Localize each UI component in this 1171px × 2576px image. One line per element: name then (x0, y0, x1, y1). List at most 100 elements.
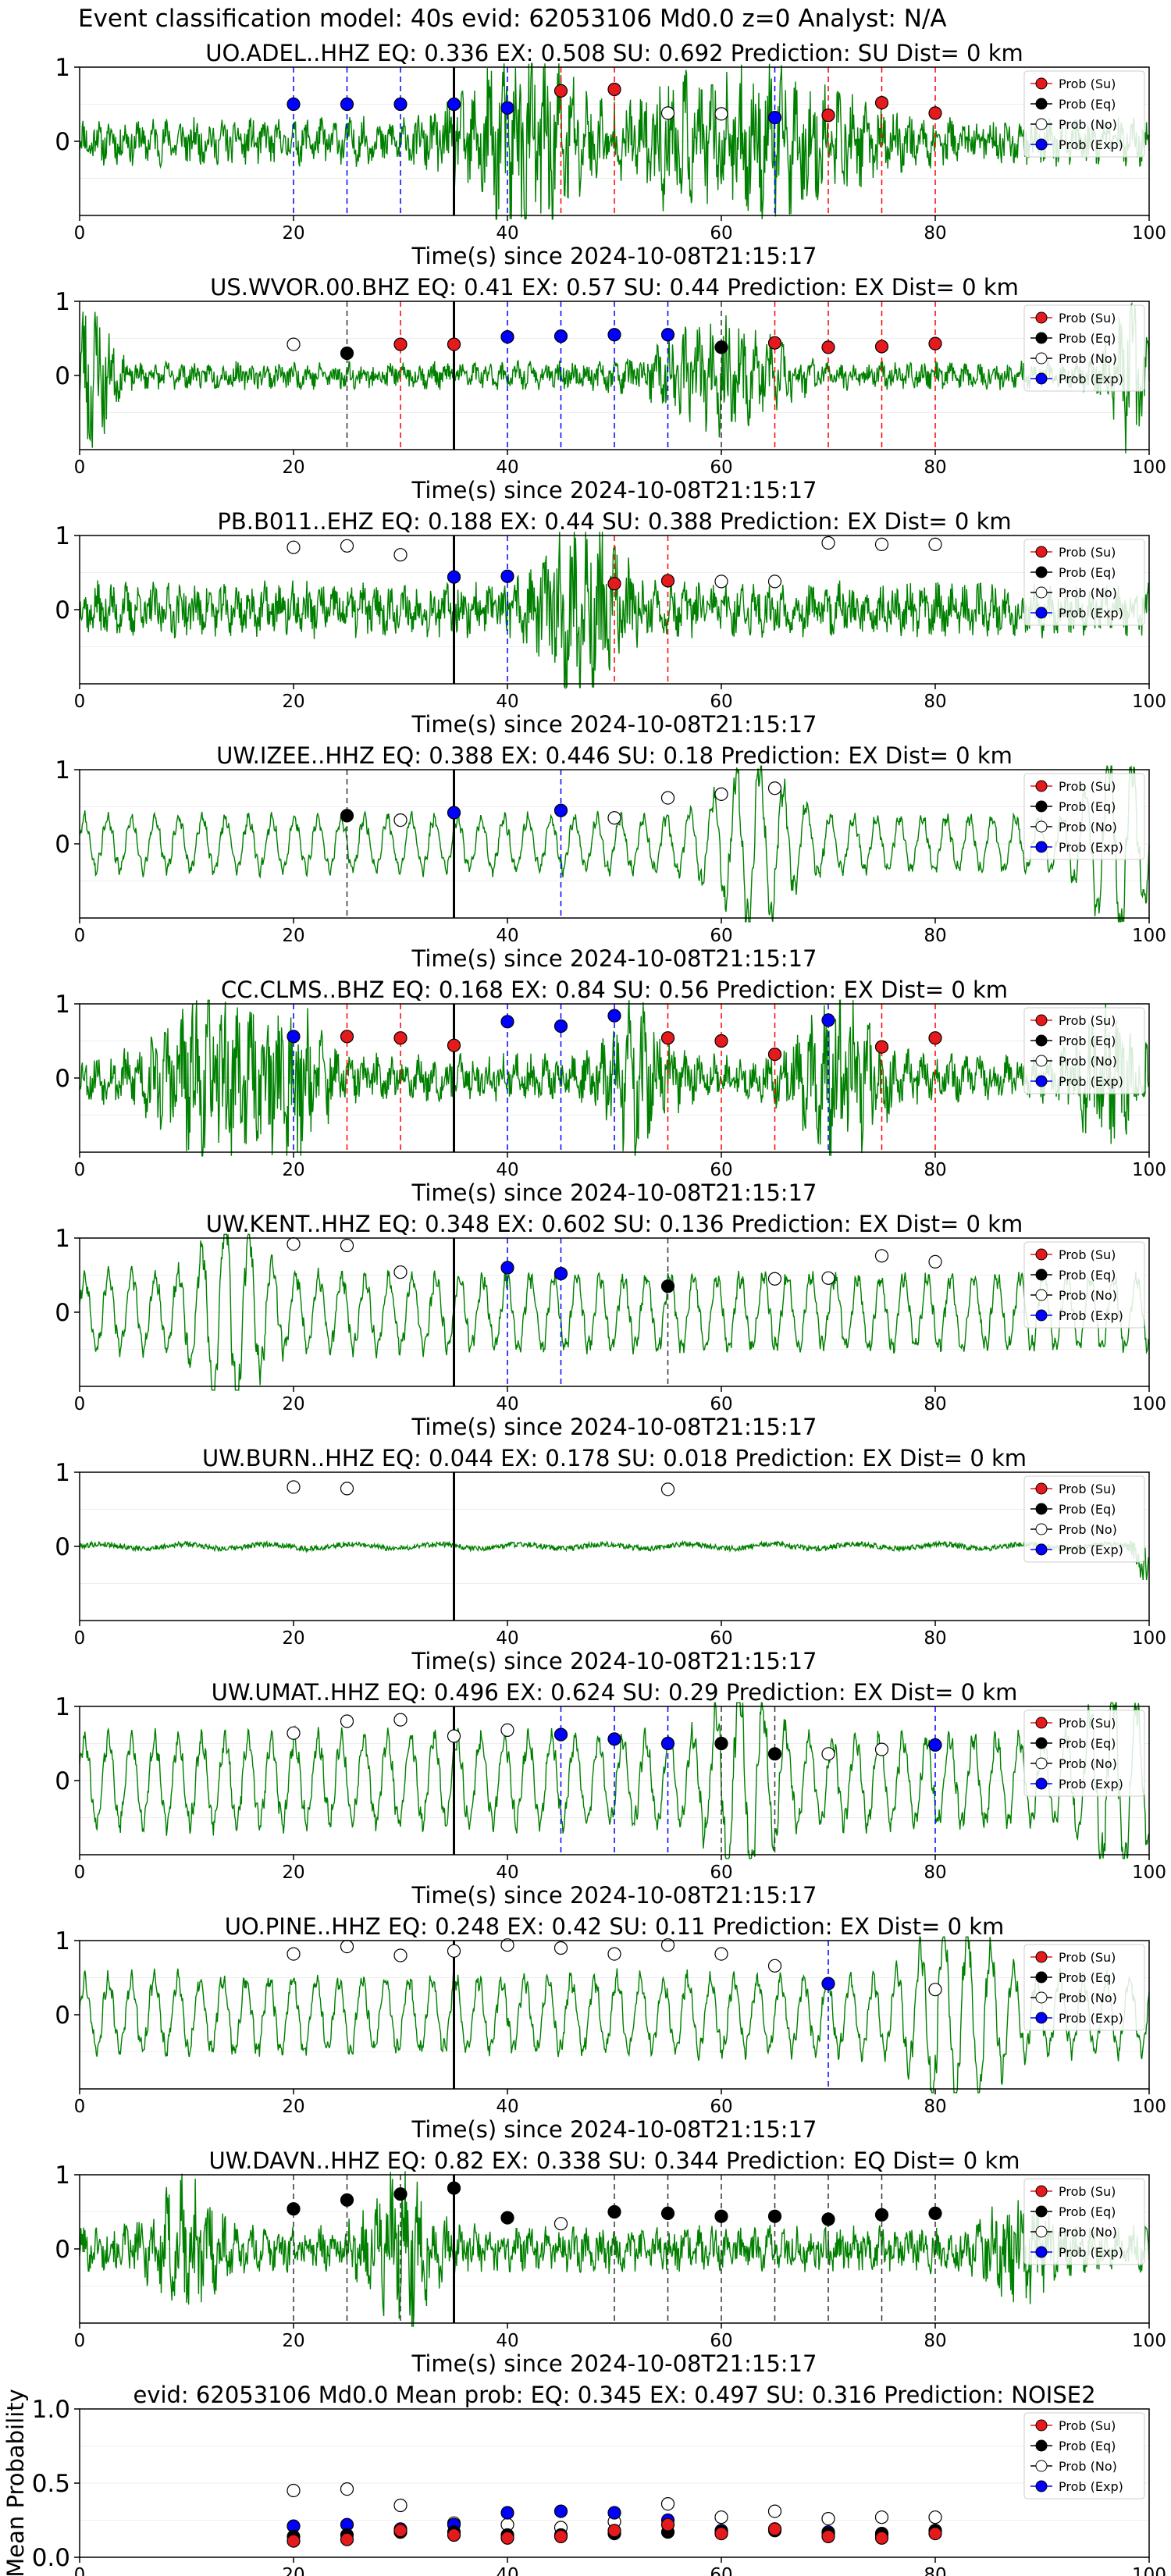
x-tick-label: 40 (496, 1394, 518, 1414)
prob-point-no (874, 1249, 889, 1263)
x-axis-label: Time(s) since 2024-10-08T21:15:17 (411, 1882, 817, 1909)
legend-marker-exp (1035, 138, 1048, 151)
y-tick-label: 1 (55, 288, 70, 316)
y-tick-label: 0 (55, 831, 70, 859)
prob-point-su (928, 106, 942, 120)
x-tick-label: 40 (496, 1863, 518, 1883)
chart-title: UW.DAVN..HHZ EQ: 0.82 EX: 0.338 SU: 0.34… (209, 2147, 1020, 2174)
chart-panel-2: US.WVOR.00.BHZ EQ: 0.41 EX: 0.57 SU: 0.4… (55, 274, 1166, 503)
prob-point-exp (447, 97, 461, 112)
legend-label-eq: Prob (Eq) (1059, 1034, 1116, 1048)
prob-point-exp (607, 328, 621, 342)
x-tick-label: 20 (282, 1863, 304, 1883)
legend-marker-eq (1035, 98, 1048, 110)
x-tick-label: 40 (496, 926, 518, 946)
x-tick-label: 20 (282, 692, 304, 712)
prob-point-no (874, 1742, 889, 1756)
waveform-trace (79, 2171, 1150, 2327)
chart-panel-5: CC.CLMS..BHZ EQ: 0.168 EX: 0.84 SU: 0.56… (55, 977, 1166, 1206)
x-axis-label: Time(s) since 2024-10-08T21:15:17 (411, 243, 817, 269)
legend-marker-su (1035, 780, 1048, 792)
legend-label-eq: Prob (Eq) (1059, 1268, 1116, 1283)
legend-marker-eq (1035, 1268, 1048, 1281)
mean-prob-point-exp (553, 2504, 568, 2518)
prob-point-exp (660, 328, 675, 342)
legend-box (1023, 773, 1145, 860)
x-tick-label: 60 (710, 223, 732, 244)
chart-panel-10: UW.DAVN..HHZ EQ: 0.82 EX: 0.338 SU: 0.34… (55, 2147, 1166, 2377)
chart-title: UW.UMAT..HHZ EQ: 0.496 EX: 0.624 SU: 0.2… (212, 1679, 1018, 1706)
legend-marker-exp (1035, 841, 1048, 853)
prob-point-exp (500, 569, 514, 583)
y-tick-label: 0.0 (32, 2544, 70, 2572)
prob-point-eq (874, 2208, 889, 2222)
prob-point-exp (500, 1261, 514, 1275)
legend-label-su: Prob (Su) (1059, 76, 1116, 91)
prob-point-exp (340, 97, 354, 112)
prob-point-no (340, 1940, 354, 1954)
x-tick-label: 0 (74, 1160, 86, 1180)
prob-point-su (714, 1034, 728, 1048)
chart-panel-3: PB.B011..EHZ EQ: 0.188 EX: 0.44 SU: 0.38… (55, 508, 1166, 738)
chart-title: UO.PINE..HHZ EQ: 0.248 EX: 0.42 SU: 0.11… (225, 1913, 1005, 1940)
legend-marker-eq (1035, 1737, 1048, 1749)
mean-prob-point-su (500, 2531, 514, 2545)
y-tick-label: 1 (55, 54, 70, 82)
chart-panel-6: UW.KENT..HHZ EQ: 0.348 EX: 0.602 SU: 0.1… (55, 1211, 1166, 1440)
prob-point-no (287, 1947, 301, 1961)
y-tick-label: 1 (55, 1927, 70, 1955)
prob-point-exp (447, 570, 461, 584)
waveform-trace (79, 1233, 1150, 1391)
x-tick-label: 20 (282, 223, 304, 244)
prob-point-no (607, 1947, 621, 1961)
prob-point-su (928, 336, 942, 350)
prob-point-exp (553, 329, 568, 343)
waveform-trace (79, 62, 1150, 220)
waveform-trace (79, 1935, 1150, 2094)
prob-point-su (767, 1047, 782, 1062)
waveform-trace (79, 1539, 1150, 1581)
mean-prob-point-no (928, 2510, 942, 2524)
prob-point-no (767, 1272, 782, 1286)
legend-label-exp: Prob (Exp) (1059, 372, 1123, 386)
legend-marker-no (1035, 2460, 1048, 2472)
x-tick-label: 60 (710, 2331, 732, 2351)
x-tick-label: 80 (924, 1394, 946, 1414)
legend-marker-no (1035, 586, 1048, 599)
legend-label-su: Prob (Su) (1059, 2184, 1116, 2199)
x-tick-label: 20 (282, 2565, 304, 2576)
x-tick-label: 80 (924, 692, 946, 712)
legend-label-eq: Prob (Eq) (1059, 1502, 1116, 1517)
x-tick-label: 0 (74, 2097, 86, 2117)
chart-title: UW.KENT..HHZ EQ: 0.348 EX: 0.602 SU: 0.1… (206, 1211, 1023, 1237)
x-tick-label: 0 (74, 457, 86, 478)
prob-point-eq (714, 1736, 728, 1751)
y-tick-label: 0 (55, 128, 70, 156)
prob-point-su (874, 340, 889, 354)
x-tick-label: 60 (710, 1863, 732, 1883)
prob-point-eq (767, 1747, 782, 1761)
x-tick-label: 100 (1132, 1160, 1166, 1180)
prob-point-su (874, 96, 889, 110)
prob-point-exp (767, 111, 782, 125)
x-axis-label: Time(s) since 2024-10-08T21:15:17 (411, 477, 817, 503)
x-tick-label: 40 (496, 2331, 518, 2351)
mean-prob-point-su (553, 2529, 568, 2543)
prob-point-exp (287, 97, 301, 112)
prob-point-no (660, 1938, 675, 1952)
prob-point-no (767, 1959, 782, 1973)
y-tick-label: 1 (55, 2161, 70, 2190)
prob-point-su (767, 336, 782, 350)
prob-point-no (287, 337, 301, 351)
prob-point-no (287, 1236, 301, 1251)
legend-label-eq: Prob (Eq) (1059, 565, 1116, 580)
y-tick-label: 1 (55, 1225, 70, 1253)
legend-label-eq: Prob (Eq) (1059, 1970, 1116, 1985)
y-tick-label: 0 (55, 2236, 70, 2264)
x-tick-label: 80 (924, 1628, 946, 1649)
x-tick-label: 40 (496, 1628, 518, 1649)
prob-point-su (660, 1031, 675, 1045)
page-title: Event classification model: 40s evid: 62… (78, 5, 947, 33)
prob-point-eq (928, 2206, 942, 2220)
y-axis-label: Mean Probability (2, 2389, 29, 2576)
